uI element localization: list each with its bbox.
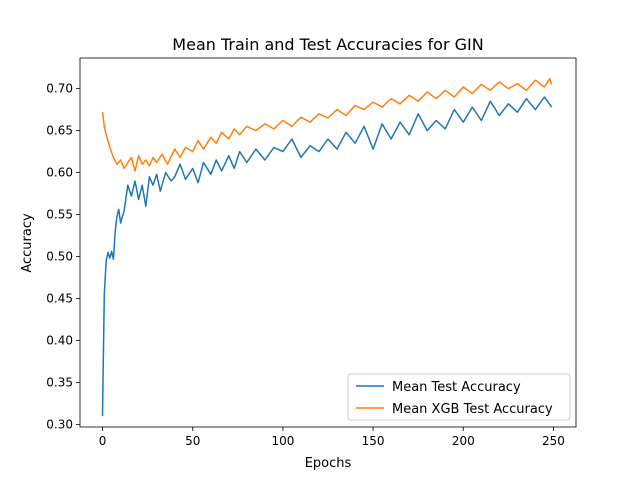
y-tick-label: 0.65 [46, 124, 73, 138]
x-tick-label: 150 [362, 434, 385, 448]
y-tick-label: 0.55 [46, 208, 73, 222]
x-axis-label: Epochs [305, 456, 352, 471]
y-axis-label: Accuracy [20, 213, 35, 273]
series-line-2 [101, 77, 553, 172]
y-tick-label: 0.70 [46, 82, 73, 96]
series-lines [101, 77, 553, 417]
y-tick-label: 0.40 [46, 334, 73, 348]
legend-box [347, 373, 571, 421]
y-tick-label: 0.35 [46, 376, 73, 390]
legend-label: Mean XGB Test Accuracy [392, 402, 553, 417]
y-tick-label: 0.30 [46, 417, 73, 431]
chart-title: Mean Train and Test Accuracies for GIN [172, 35, 483, 54]
x-tick-label: 50 [185, 434, 200, 448]
x-tick-label: 100 [271, 434, 294, 448]
series-line-1 [101, 96, 553, 417]
y-tick-label: 0.50 [46, 250, 73, 264]
x-axis-ticks: 0 50 100 150 200 250 [99, 427, 565, 448]
x-tick-label: 200 [452, 434, 475, 448]
x-tick-label: 0 [99, 434, 107, 448]
legend-label: Mean Test Accuracy [392, 380, 521, 395]
legend: Mean Test Accuracy Mean XGB Test Accuracy [347, 373, 571, 421]
x-tick-label: 250 [542, 434, 565, 448]
axes-frame [79, 57, 577, 428]
y-axis-ticks: 0.30 0.35 0.40 0.45 0.50 0.55 0.60 0.65 0.70 [46, 82, 80, 431]
y-tick-label: 0.60 [46, 166, 73, 180]
y-tick-label: 0.45 [46, 292, 73, 306]
